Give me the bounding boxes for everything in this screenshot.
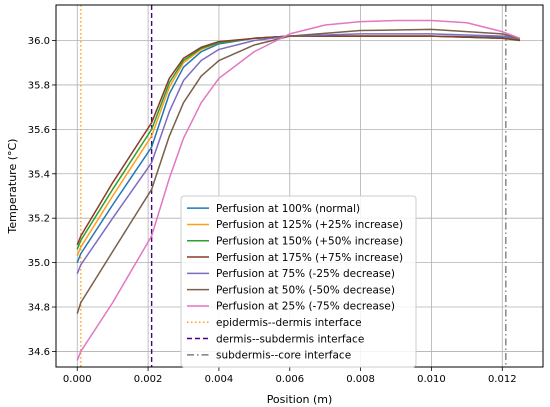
y-tick-label: 35.2 <box>28 214 50 225</box>
y-tick-label: 34.6 <box>28 347 50 358</box>
series-line <box>76 35 521 246</box>
interface-lines <box>80 5 507 367</box>
x-tick-label: 0.000 <box>63 374 92 385</box>
x-tick-label: 0.010 <box>417 374 446 385</box>
legend-label: Perfusion at 50% (-50% decrease) <box>216 284 395 296</box>
x-tick-label: 0.006 <box>275 374 304 385</box>
x-axis-ticks: 0.000 0.002 0.004 0.006 0.008 0.010 0.012 <box>63 367 517 385</box>
x-tick-label: 0.004 <box>205 374 234 385</box>
legend-label: Perfusion at 100% (normal) <box>216 203 360 215</box>
y-tick-label: 36.0 <box>28 36 50 47</box>
legend-label: dermis--subdermis interface <box>216 333 364 345</box>
y-tick-label: 35.8 <box>28 80 50 91</box>
legend-label: subdermis--core interface <box>216 350 351 362</box>
y-tick-label: 35.4 <box>28 169 50 180</box>
y-tick-label: 35.0 <box>28 258 50 269</box>
y-tick-label: 35.6 <box>28 125 50 136</box>
legend-label: Perfusion at 125% (+25% increase) <box>216 219 403 231</box>
legend-label: epidermis--dermis interface <box>216 317 362 329</box>
legend-box <box>180 195 417 368</box>
x-tick-label: 0.002 <box>134 374 163 385</box>
legend-label: Perfusion at 175% (+75% increase) <box>216 252 403 264</box>
series-line <box>76 19 521 361</box>
x-tick-label: 0.012 <box>488 374 517 385</box>
x-axis-label: Position (m) <box>267 393 333 406</box>
x-tick-label: 0.008 <box>346 374 375 385</box>
y-axis-label: Temperature (°C) <box>6 139 19 235</box>
legend: Perfusion at 100% (normal) Perfusion at 1… <box>180 195 417 368</box>
series-lines <box>76 19 521 361</box>
series-line <box>76 33 521 274</box>
series-line <box>76 28 521 314</box>
legend-label: Perfusion at 75% (-25% decrease) <box>216 268 395 280</box>
legend-label: Perfusion at 150% (+50% increase) <box>216 235 403 247</box>
legend-label: Perfusion at 25% (-75% decrease) <box>216 301 395 313</box>
y-axis-ticks: 34.6 34.8 35.0 35.2 35.4 35.6 35.8 36.0 <box>28 36 56 358</box>
y-tick-label: 34.8 <box>28 303 50 314</box>
